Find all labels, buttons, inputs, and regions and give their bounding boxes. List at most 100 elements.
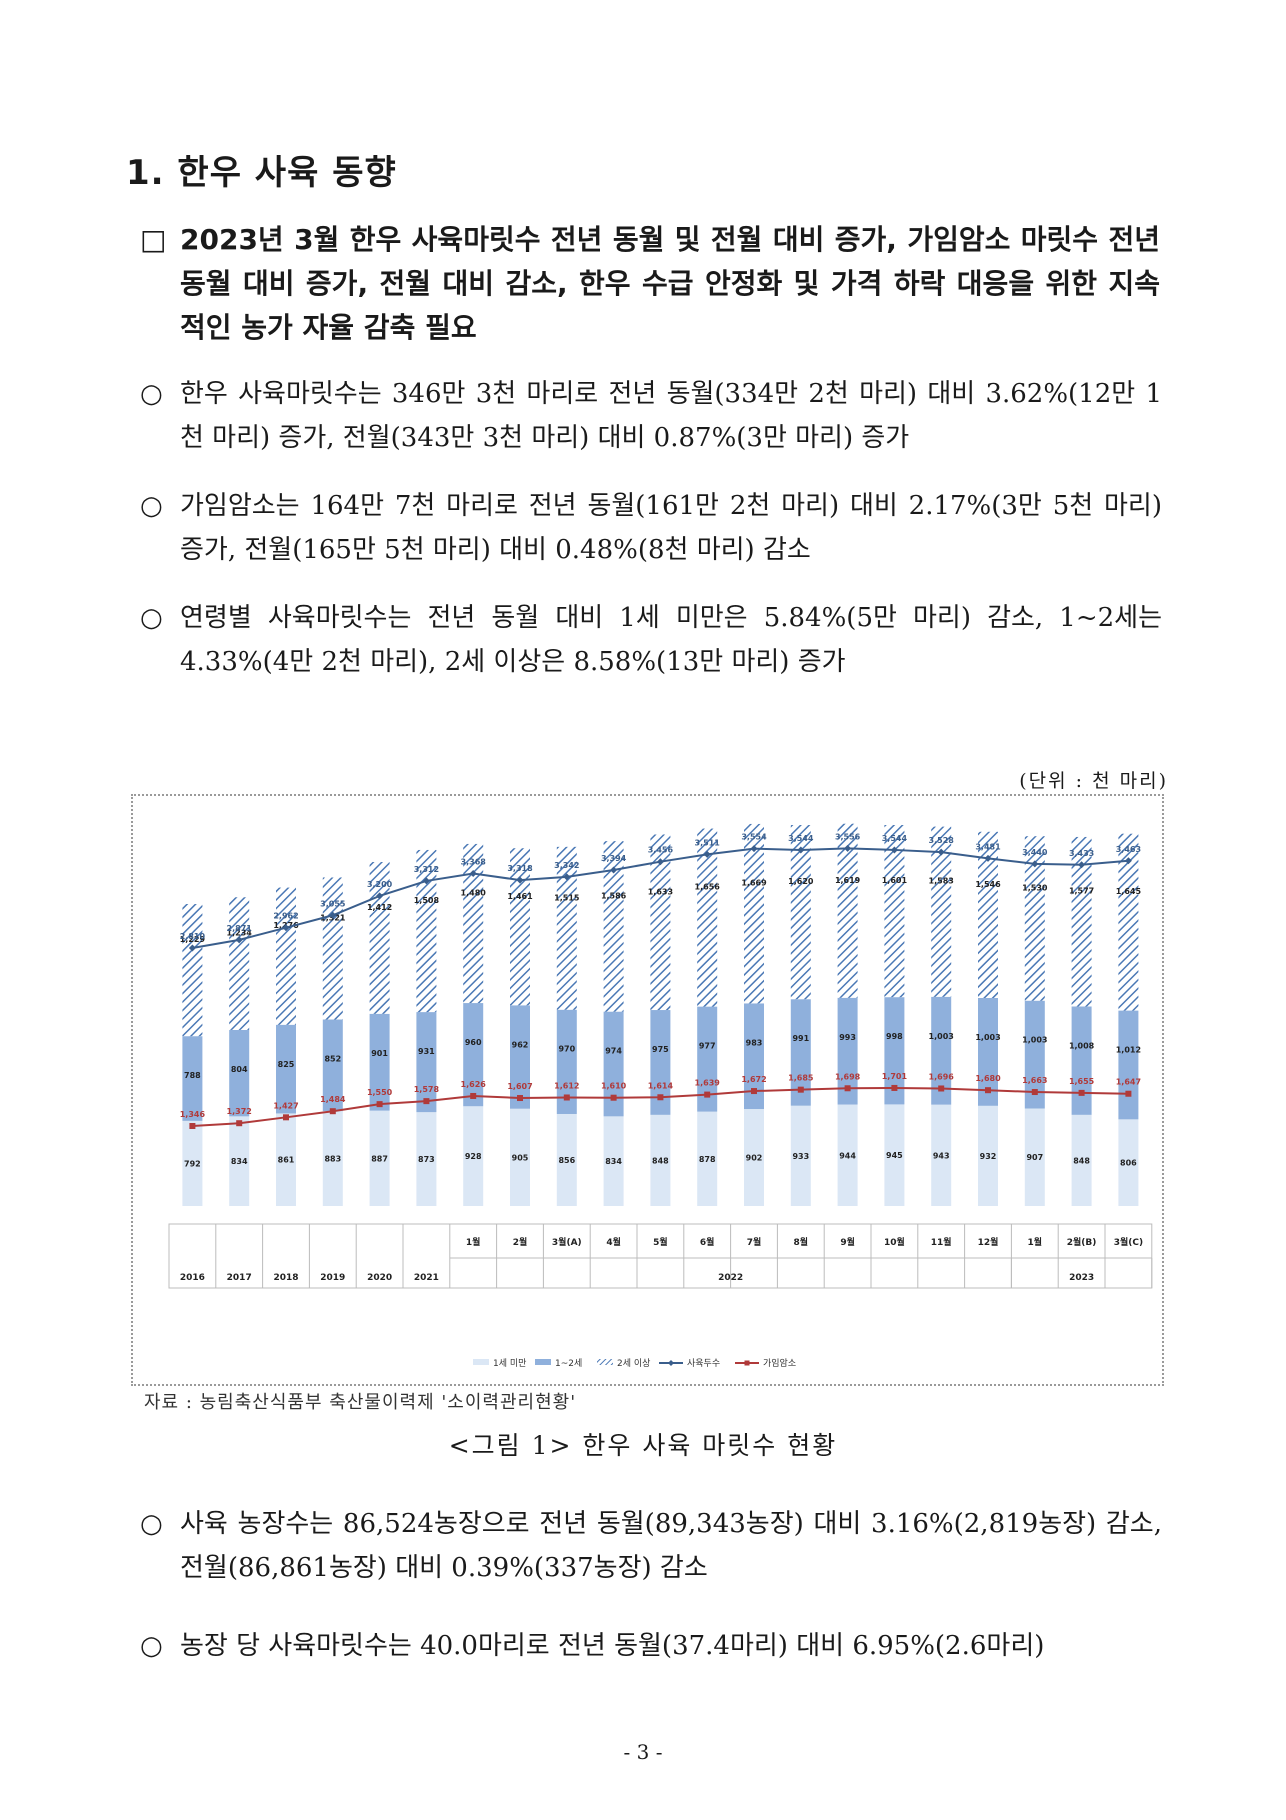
x-tick-label: 5월	[653, 1236, 668, 1248]
bar-under-1	[1071, 1114, 1092, 1206]
value-label-over-2: 1,234	[227, 929, 253, 938]
bar-under-1	[369, 1110, 390, 1206]
value-label-under-1: 792	[184, 1159, 201, 1168]
bar-under-1	[182, 1120, 203, 1206]
breeding-cows-label: 1,612	[554, 1081, 579, 1090]
value-label-over-2: 1,412	[367, 903, 392, 912]
value-label-over-2: 1,530	[1022, 883, 1048, 892]
legend-label: 사육두수	[687, 1358, 720, 1369]
category-table-frame	[168, 1223, 1153, 1289]
breeding-cows-label: 1,685	[788, 1074, 814, 1083]
total-cattle-point	[282, 924, 290, 932]
breeding-cows-point	[517, 1095, 523, 1102]
bullet-text: 가임암소는 164만 7천 마리로 전년 동월(161만 2천 마리) 대비 2…	[180, 491, 1162, 565]
breeding-cows-point	[470, 1092, 477, 1099]
bullet-text: 연령별 사육마릿수는 전년 동월 대비 1세 미만은 5.84%(5만 마리) …	[180, 603, 1162, 677]
x-tick-label: 7월	[747, 1236, 762, 1248]
bullet-paragraph: ○ 가임암소는 164만 7천 마리로 전년 동월(161만 2천 마리) 대비…	[140, 484, 1162, 572]
breeding-cows-point	[657, 1094, 664, 1101]
bar-1-to-2	[1024, 1000, 1045, 1109]
bar-1-to-2	[510, 1005, 530, 1109]
total-cattle-point	[188, 944, 196, 952]
value-label-1-to-2: 998	[886, 1032, 903, 1041]
square-bullet-icon: □	[140, 223, 167, 256]
value-label-1-to-2: 1,008	[1069, 1041, 1095, 1050]
summary-text: 2023년 3월 한우 사육마릿수 전년 동월 및 전월 대비 증가, 가임암소…	[180, 223, 1160, 344]
value-label-1-to-2: 788	[184, 1071, 201, 1080]
breeding-cows-point	[610, 1094, 617, 1101]
section-title: 1. 한우 사육 동향	[126, 153, 397, 193]
value-label-over-2: 1,461	[507, 892, 533, 901]
bar-under-1	[556, 1113, 577, 1206]
x-tick-label: 9월	[840, 1236, 855, 1248]
value-label-under-1: 861	[278, 1156, 295, 1165]
bar-under-1	[229, 1116, 250, 1206]
value-label-over-2: 1,633	[648, 887, 673, 896]
bar-1-to-2	[1071, 1006, 1092, 1115]
legend-swatch	[473, 1359, 489, 1365]
value-label-1-to-2: 962	[512, 1040, 529, 1049]
total-cattle-point	[703, 850, 711, 858]
bar-over-2	[790, 825, 811, 1000]
value-label-1-to-2: 1,003	[929, 1032, 954, 1041]
x-tick-label: 2018	[273, 1273, 298, 1283]
bar-over-2	[650, 834, 671, 1011]
breeding-cows-label: 1,607	[507, 1082, 532, 1091]
breeding-cows-point	[329, 1108, 336, 1115]
total-cattle-point	[937, 848, 945, 856]
bar-1-to-2	[182, 1036, 203, 1121]
total-cattle-label: 3,318	[507, 864, 533, 873]
total-cattle-label: 3,556	[835, 832, 861, 841]
value-label-over-2: 1,577	[1069, 887, 1094, 896]
value-label-over-2: 1,645	[1116, 887, 1142, 896]
value-label-under-1: 873	[418, 1155, 435, 1164]
value-label-1-to-2: 974	[605, 1047, 622, 1056]
total-cattle-point	[422, 877, 430, 885]
value-label-1-to-2: 825	[278, 1060, 295, 1069]
x-tick-label: 11월	[931, 1236, 952, 1248]
breeding-cows-label: 1,578	[414, 1085, 440, 1094]
bar-1-to-2	[229, 1029, 250, 1117]
value-label-over-2: 1,656	[695, 883, 721, 892]
value-label-1-to-2: 804	[231, 1065, 248, 1074]
circle-bullet-icon: ○	[140, 1631, 163, 1661]
breeding-cows-point	[985, 1087, 991, 1094]
bar-under-1	[884, 1104, 905, 1206]
value-label-over-2: 1,586	[601, 891, 627, 900]
total-cattle-label: 3,456	[648, 846, 674, 855]
value-label-over-2: 1,669	[741, 879, 767, 888]
bar-under-1	[931, 1104, 952, 1206]
value-label-1-to-2: 977	[699, 1042, 716, 1051]
bar-over-2	[1071, 836, 1092, 1007]
value-label-1-to-2: 1,003	[1022, 1036, 1047, 1045]
breeding-cows-point	[376, 1101, 383, 1108]
value-label-under-1: 834	[231, 1157, 248, 1166]
value-label-under-1: 928	[465, 1152, 482, 1161]
bar-1-to-2	[884, 997, 905, 1105]
x-tick-label: 3월(A)	[552, 1236, 582, 1248]
bar-over-2	[603, 841, 624, 1012]
value-label-under-1: 806	[1120, 1159, 1137, 1168]
breeding-cows-label: 1,655	[1069, 1077, 1095, 1086]
bar-1-to-2	[650, 1010, 671, 1115]
total-cattle-label: 3,511	[695, 838, 721, 847]
total-cattle-label: 2,810	[180, 932, 206, 941]
total-cattle-label: 3,312	[414, 865, 439, 874]
breeding-cows-point	[704, 1091, 711, 1098]
breeding-cows-label: 1,647	[1116, 1078, 1141, 1087]
bar-over-2	[416, 849, 437, 1013]
bar-over-2	[463, 843, 484, 1004]
value-label-under-1: 848	[652, 1156, 669, 1165]
value-label-under-1: 902	[746, 1154, 763, 1163]
breeding-cows-label: 1,672	[741, 1075, 766, 1084]
total-cattle-label: 2,962	[273, 912, 298, 921]
breeding-cows-label: 1,550	[367, 1088, 393, 1097]
breeding-cows-point	[1031, 1089, 1038, 1096]
bar-1-to-2	[837, 997, 858, 1105]
bar-under-1	[416, 1112, 437, 1206]
bar-under-1	[650, 1114, 671, 1206]
value-label-over-2: 1,229	[180, 935, 206, 944]
bullet-paragraph: ○ 농장 당 사육마릿수는 40.0마리로 전년 동월(37.4마리) 대비 6…	[140, 1624, 1162, 1668]
x-group-label: 2022	[718, 1273, 743, 1283]
bar-over-2	[884, 825, 905, 998]
